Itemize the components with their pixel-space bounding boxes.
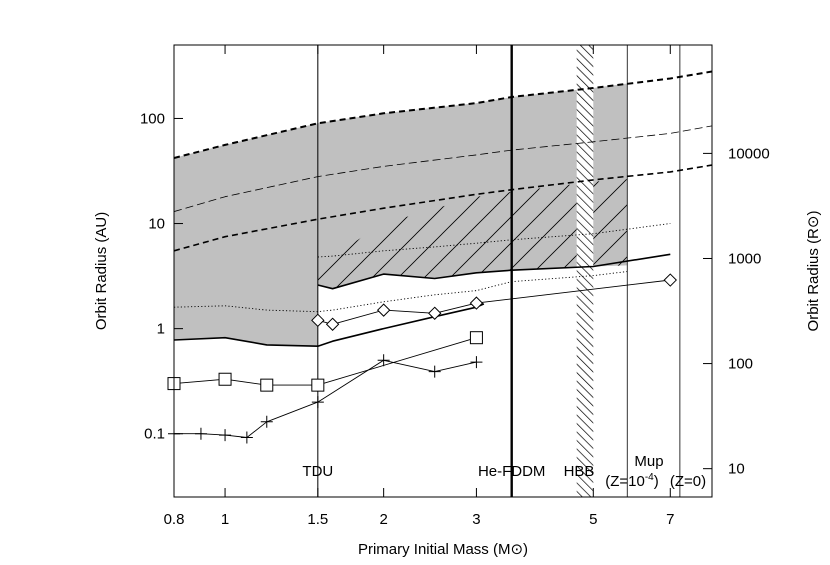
x-tick-label-2: 1.5: [307, 511, 328, 528]
series-dotted-lower: [174, 271, 628, 313]
hatched-region: [317, 179, 628, 289]
y-tick-label-3: 100: [140, 110, 165, 127]
label-He-FDDM: He-FDDM: [478, 463, 546, 480]
z-low-exp: -4: [645, 472, 654, 483]
z-low-label: (Z=10-4): [605, 472, 659, 490]
hbb-band: [576, 45, 594, 497]
y2-tick-label-1: 100: [728, 356, 753, 373]
square-series-point-2: [260, 378, 274, 392]
z-low-prefix: (Z=10: [605, 473, 645, 490]
plus-series-point-8: [470, 356, 483, 369]
y-tick-label-0: 0.1: [144, 426, 165, 443]
diamond-series-point-1: [325, 317, 340, 331]
diamond-series-point-5: [663, 273, 677, 287]
plus-series-point-1: [194, 427, 207, 440]
y-axis-label: Orbit Radius (AU): [93, 212, 110, 330]
y2-tick-label-0: 10: [728, 461, 745, 478]
plus-series-point-5: [311, 396, 324, 409]
plus-series-point-3: [240, 431, 253, 444]
y2-axis-label: Orbit Radius (R⊙): [805, 211, 822, 332]
y-axis-ticks: 0.1 1 10 100: [140, 110, 183, 443]
label-TDU: TDU: [302, 463, 333, 480]
series-lower-thick-dashed: [174, 164, 712, 252]
z-low-suffix: ): [654, 473, 659, 490]
x-tick-label-3: 2: [379, 511, 387, 528]
diamond-series-point-3: [427, 306, 442, 320]
square-series-point-3: [311, 378, 325, 392]
square-series-point-1: [218, 372, 232, 386]
mup-label: Mup: [634, 453, 663, 470]
plot-frame: [173, 44, 713, 498]
label-HBB: HBB: [564, 463, 595, 480]
series-solid-upper: [317, 253, 671, 290]
y-tick-label-2: 10: [148, 216, 165, 233]
z-zero-label: (Z=0): [670, 473, 706, 490]
plus-series-point-2: [219, 429, 232, 442]
gray-band: [174, 83, 628, 347]
plus-series-point-7: [428, 365, 441, 378]
x-tick-label-5: 5: [589, 511, 597, 528]
x-tick-label-4: 3: [472, 511, 480, 528]
diamond-series-point-4: [469, 296, 484, 310]
y-tick-label-1: 1: [157, 321, 165, 338]
x-tick-label-1: 1: [221, 511, 229, 528]
series-diamond-series: [317, 279, 671, 325]
vertical-line-labels: TDU He-FDDM HBB: [302, 463, 594, 480]
diamond-series-point-2: [376, 303, 391, 317]
x-tick-label-0: 0.8: [164, 511, 185, 528]
y2-tick-label-2: 1000: [728, 250, 761, 267]
hbb-layer: [576, 45, 594, 497]
x-tick-label-6: 7: [666, 511, 674, 528]
x-axis-ticks: 0.8 1 1.5 2 3 5 7: [164, 45, 674, 528]
y2-tick-label-3: 10000: [728, 145, 770, 162]
plus-series-point-4: [260, 415, 273, 428]
series-dotted-upper: [317, 223, 671, 258]
regions-layer: [174, 83, 628, 347]
series-middle-thin-dashed: [174, 125, 712, 212]
plus-series-point-6: [377, 354, 390, 367]
square-series-point-4: [469, 331, 483, 345]
markers-layer: [167, 273, 677, 444]
x-axis-label: Primary Initial Mass (M⊙): [358, 541, 528, 558]
y2-axis-ticks: 10 100 1000 10000: [703, 145, 770, 478]
series-upper-thick-dashed: [174, 70, 712, 159]
series-solid-lower: [174, 303, 485, 348]
diamond-series-point-0: [311, 313, 325, 328]
